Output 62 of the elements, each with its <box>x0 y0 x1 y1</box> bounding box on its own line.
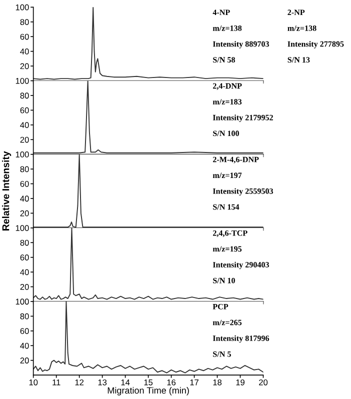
x-axis-title: Migration Time (min) <box>108 386 189 396</box>
annotation: Intensity 889703 <box>212 41 270 48</box>
y-tick-label: 40 <box>20 269 29 276</box>
y-tick-label: 40 <box>20 196 29 202</box>
annotation: S/N 58 <box>213 57 236 63</box>
annotation: m/z=265 <box>212 320 242 326</box>
x-tick-label: 14 <box>121 380 130 386</box>
text: m/z=138 <box>288 25 316 31</box>
annotation: Intensity 290403 <box>212 262 270 270</box>
annotation: Intensity 2179952 <box>212 114 273 122</box>
y-tick-label: 80 <box>20 166 29 172</box>
x-tick-label: 10 <box>29 379 38 386</box>
y-tick-label: 80 <box>20 19 29 25</box>
y-tick-label: 80 <box>20 313 29 320</box>
annotation: m/z=138 <box>212 25 242 31</box>
y-tick-label: 100 <box>16 225 29 232</box>
x-tick-label: 12 <box>75 379 84 386</box>
y-tick-label: 60 <box>20 180 29 187</box>
y-tick-label: 60 <box>20 254 29 260</box>
annotation: m/z=197 <box>212 172 242 178</box>
annotation: S/N 10 <box>213 278 235 284</box>
y-tick-label: 60 <box>20 328 29 334</box>
y-tick-label: 40 <box>20 342 29 349</box>
x-tick-label: 11 <box>52 380 60 386</box>
y-tick-label: 100 <box>16 78 29 84</box>
annotation: 4-NP <box>212 10 230 16</box>
x-tick-label: 17 <box>190 380 198 386</box>
annotation: 2,4,6-TCP <box>213 230 248 237</box>
annotation: S/N 100 <box>213 130 239 136</box>
x-tick-label: 13 <box>98 379 107 386</box>
x-tick-label: 18 <box>213 379 222 386</box>
y-tick-label: 40 <box>20 48 29 54</box>
x-tick-label: 15 <box>144 380 153 386</box>
annotation: Intensity 817996 <box>212 335 270 343</box>
y-tick-label: 20 <box>20 136 29 143</box>
y-tick-label: 100 <box>16 152 29 158</box>
text: 2-NP <box>288 10 305 16</box>
y-tick-label: 40 <box>20 122 29 128</box>
y-tick-label: 20 <box>20 358 29 364</box>
annotation: 2-M-4,6-DNP <box>213 156 259 164</box>
y-tick-label: 20 <box>20 284 29 290</box>
y-tick-label: 20 <box>20 210 29 216</box>
y-tick-label: 80 <box>20 92 29 99</box>
y-tick-label: 100 <box>16 298 29 305</box>
annotation: 2,4-DNP <box>213 83 242 90</box>
y-tick-label: 100 <box>16 4 29 10</box>
annotation: S/N 5 <box>213 351 231 357</box>
y-axis-title: Relative Intensity <box>2 151 12 230</box>
annotation: m/z=195 <box>212 246 242 252</box>
annotation: Intensity 2559503 <box>212 188 274 196</box>
annotation: S/N 154 <box>213 204 240 210</box>
x-tick-label: 20 <box>259 379 268 386</box>
y-tick-label: 20 <box>20 63 29 70</box>
y-tick-label: 80 <box>20 240 29 246</box>
annotation: PCP <box>212 304 228 310</box>
x-tick-label: 19 <box>236 379 244 386</box>
y-tick-label: 60 <box>20 34 29 40</box>
x-tick-label: 16 <box>167 379 176 386</box>
text: Intensity 277895 <box>288 41 344 48</box>
y-tick-label: 60 <box>20 107 29 114</box>
annotation: m/z=183 <box>212 99 242 104</box>
text: S/N 13 <box>288 57 310 63</box>
